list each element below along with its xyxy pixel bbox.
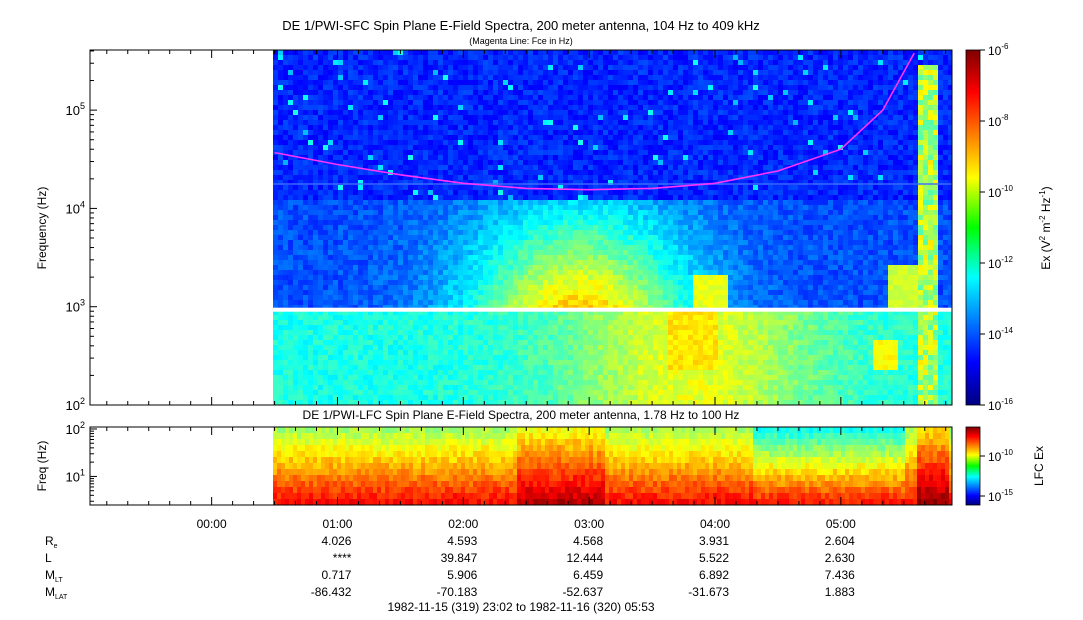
sfc-colorbar-ticks: 10-6 10-8 10-10 10-12 10-14 10-16 [980,42,1013,413]
sfc-plot-frame [89,49,953,406]
lfc-colorbar-tick-label: 10-10 [988,448,1013,464]
ephemeris-row-label: MLAT [45,585,68,601]
lfc-plot-frame [89,426,953,506]
time-tick-label: 01:00 [322,517,352,531]
sfc-colorbar-tick-label: 10-6 [988,42,1009,58]
sfc-y-tick-label: 104 [66,199,85,216]
top-title: DE 1/PWI-SFC Spin Plane E-Field Spectra,… [282,18,760,33]
ephemeris-value: 5.522 [699,551,729,565]
sfc-y-label: Frequency (Hz) [35,187,49,270]
ephemeris-value: 4.026 [321,534,351,548]
sfc-colorbar-label: Ex (V2 m-2 Hz-1) [1038,186,1053,269]
time-axis: 00:00 01:00 02:00 03:00 04:00 05:00 [106,50,947,531]
sfc-y-tick-label: 103 [66,298,85,315]
sfc-colorbar [965,49,981,406]
ephemeris-value: 5.906 [447,568,477,582]
ephemeris-value: 4.568 [573,534,603,548]
ephemeris-value: -31.673 [688,585,729,599]
lfc-y-tick-label: 101 [66,467,85,484]
lfc-colorbar [965,426,981,506]
sfc-y-axis: 105 104 103 102 [66,50,97,413]
ephemeris-value: **** [333,551,352,565]
time-tick-label: 05:00 [826,517,856,531]
ephemeris-value: 2.604 [825,534,855,548]
ephemeris-value: -70.183 [437,585,478,599]
sfc-spectrogram [273,50,952,405]
ephemeris-value: -86.432 [311,585,352,599]
sfc-colorbar-tick-label: 10-14 [988,326,1013,342]
sfc-colorbar-tick-label: 10-8 [988,113,1009,129]
sfc-colorbar-tick-label: 10-12 [988,255,1013,271]
time-tick-label: 04:00 [700,517,730,531]
fce-line [274,52,915,191]
bottom-title: DE 1/PWI-LFC Spin Plane E-Field Spectra,… [303,408,740,422]
lfc-y-tick-label: 102 [66,420,85,437]
sfc-colorbar-tick-label: 10-10 [988,184,1013,200]
ephemeris-row-label: L [45,551,52,565]
ephemeris-value: 0.717 [321,568,351,582]
time-tick-label: 03:00 [574,517,604,531]
sfc-y-tick-label: 102 [66,396,85,413]
ephemeris-value: 4.593 [447,534,477,548]
top-subtitle: (Magenta Line: Fce in Hz) [469,36,573,46]
ephemeris-value: 1.883 [825,585,855,599]
ephemeris-value: 7.436 [825,568,855,582]
ephemeris-row-label: Re [45,534,58,550]
sfc-y-tick-label: 105 [66,101,85,118]
ephemeris-table: Re 4.026 4.593 4.568 3.931 2.604 L **** 39.847 12… [45,534,855,601]
ephemeris-value: 6.892 [699,568,729,582]
ephemeris-value: 3.931 [699,534,729,548]
ephemeris-value: 39.847 [441,551,478,565]
lfc-colorbar-tick-label: 10-15 [988,488,1013,504]
lfc-spectrogram [273,427,952,505]
ephemeris-value: -52.637 [562,585,603,599]
sfc-colorbar-tick-label: 10-16 [988,397,1013,413]
lfc-y-axis: 102 101 [66,420,97,502]
ephemeris-row-label: MLT [45,568,63,584]
lfc-colorbar-ticks: 10-10 10-15 [980,448,1013,504]
time-tick-label: 00:00 [197,517,227,531]
ephemeris-value: 6.459 [573,568,603,582]
time-range: 1982-11-15 (319) 23:02 to 1982-11-16 (32… [387,600,654,614]
lfc-colorbar-label: LFC Ex [1032,446,1046,486]
ephemeris-value: 12.444 [566,551,603,565]
ephemeris-value: 2.630 [825,551,855,565]
lfc-y-label: Freq (Hz) [35,441,49,492]
time-tick-label: 02:00 [448,517,478,531]
